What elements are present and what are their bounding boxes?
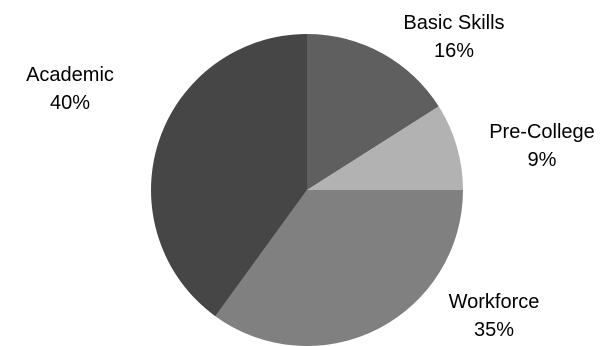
pie-slice-pre-college (307, 106, 463, 190)
pie-slice-academic (150, 34, 307, 317)
slice-label-workforce: Workforce (449, 291, 540, 313)
slice-label-basic-skills: Basic Skills (403, 12, 504, 34)
slice-value-academic: 40% (50, 92, 90, 114)
pie-slices (150, 34, 463, 346)
pie-slice-workforce (215, 190, 463, 346)
slice-label-pre-college: Pre-College (489, 121, 595, 143)
slice-value-workforce: 35% (474, 319, 514, 341)
slice-value-pre-college: 9% (528, 149, 557, 171)
pie-slice-basic-skills (307, 34, 439, 190)
slice-label-academic: Academic (26, 64, 114, 86)
slice-value-basic-skills: 16% (434, 40, 474, 62)
pie-labels: Basic Skills 16% Pre-College 9% Workforce 35%… (26, 12, 595, 341)
